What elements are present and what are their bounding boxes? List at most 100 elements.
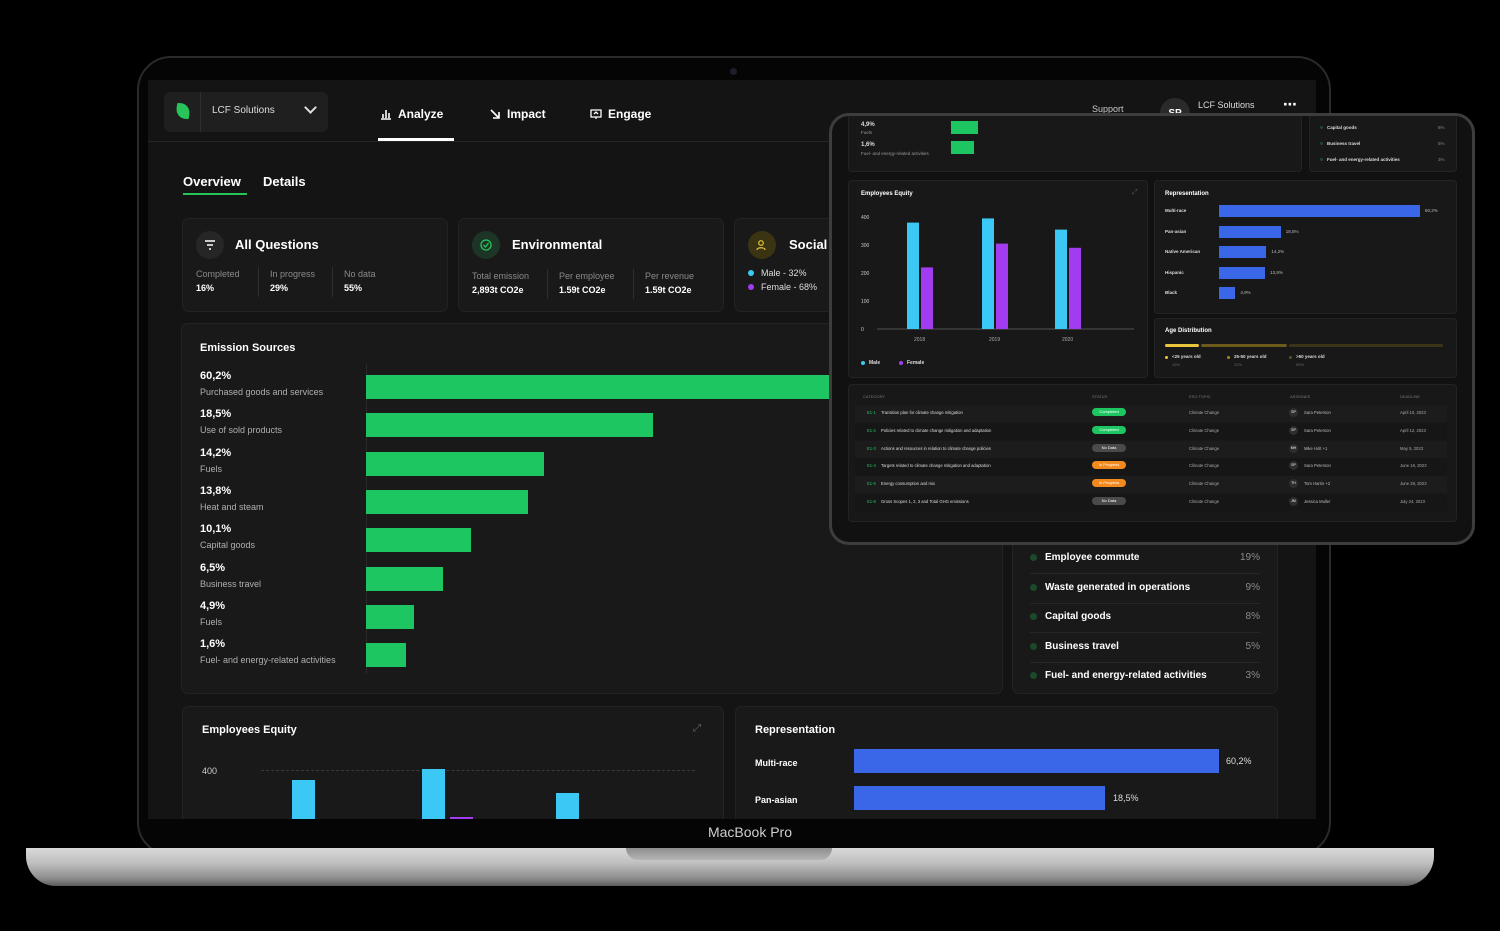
all-questions-card[interactable]: All Questions Completed 16% In progress …: [182, 218, 448, 312]
list-item[interactable]: Capital goods 8%: [1030, 611, 1260, 625]
list-item-pct: 5%: [1438, 141, 1445, 146]
tab-overview[interactable]: Overview: [183, 174, 241, 189]
list-item[interactable]: Business travel 5%: [1030, 641, 1260, 655]
stat-label: Per employee: [559, 271, 615, 281]
row-name: Energy consumption and mix: [881, 481, 935, 487]
row-topic: Climate Change: [1189, 410, 1220, 415]
row-name: Gross Scopes 1, 2, 3 and Total GHG emiss…: [881, 499, 969, 504]
bar-female-2018: [921, 267, 933, 329]
representation-card: Representation Multi-race 60,2% Pan-asia…: [735, 706, 1278, 819]
stat-value: 2,893t CO2e: [472, 285, 524, 295]
expand-icon[interactable]: ⤢: [693, 723, 701, 734]
nav-engage[interactable]: Engage: [590, 107, 651, 121]
table-row[interactable]: [855, 458, 1447, 476]
emission-bar: [366, 451, 544, 476]
more-icon[interactable]: ⋯: [1283, 96, 1297, 112]
row-assignee: Sara Peterson: [1304, 410, 1331, 415]
emission-category-list: [1012, 520, 1278, 694]
nav-impact-label: Impact: [507, 107, 546, 121]
t-pct: 4,9%: [861, 122, 875, 128]
avatar: SP: [1289, 425, 1298, 435]
avatar: MH: [1289, 443, 1298, 453]
avatar: TH: [1289, 479, 1298, 489]
row-name: Transition plan for climate change mitig…: [881, 410, 963, 415]
list-item[interactable]: Waste generated in operations 9%: [1030, 582, 1260, 596]
y-tick: 400: [861, 215, 870, 221]
list-item-pct: 3%: [1438, 157, 1445, 162]
table-header: STATUS: [1092, 394, 1108, 399]
status-dot: [1320, 158, 1323, 161]
stat-value: 55%: [344, 283, 363, 293]
org-selector[interactable]: LCF Solutions: [164, 92, 328, 132]
female-dot: [899, 361, 903, 365]
nav-analyze-label: Analyze: [398, 107, 444, 121]
rep-bar: [1219, 246, 1267, 258]
rep-pct: 18,5%: [1113, 793, 1139, 803]
age-label: <25 years old: [1172, 354, 1201, 359]
age-sub: 19%: [1172, 362, 1181, 367]
filter-icon: [196, 231, 224, 259]
table-row[interactable]: [855, 405, 1447, 422]
emission-pct: 6,5%: [200, 561, 226, 574]
emission-pct: 13,8%: [200, 484, 232, 497]
org-name: LCF Solutions: [212, 105, 275, 116]
table-row[interactable]: [855, 476, 1447, 494]
rep-bar: [1219, 225, 1281, 238]
age-label: 25-50 years old: [1234, 354, 1267, 359]
environmental-card[interactable]: Environmental Total emission 2,893t CO2e…: [458, 218, 724, 312]
row-assignee: Sara Peterson: [1304, 463, 1331, 469]
age-dot: [1165, 356, 1168, 359]
list-item-label: Employee commute: [1045, 552, 1140, 563]
x-tick: 2018: [914, 337, 925, 343]
x-tick: 2019: [989, 337, 1000, 343]
t-label: Fuel- and energy-related activities: [861, 151, 929, 156]
table-row[interactable]: [855, 494, 1447, 511]
divider: [547, 269, 548, 299]
row-name: Targets related to climate change mitiga…: [881, 463, 991, 469]
tab-details[interactable]: Details: [263, 174, 306, 189]
list-item-label: Business travel: [1045, 640, 1119, 652]
tab-active-indicator: [183, 193, 247, 195]
leaf-logo-icon: [174, 103, 192, 119]
bar-chart-icon: [381, 110, 391, 120]
list-item-label: Business travel: [1327, 141, 1361, 146]
stat-label: Per revenue: [645, 271, 695, 281]
gridline: [261, 770, 695, 771]
t-equity-title: Employees Equity: [861, 191, 913, 197]
axis-line: [366, 364, 367, 674]
people-icon: [748, 231, 776, 259]
rep-label: Hispanic: [1165, 269, 1184, 275]
rep-pct: 4,9%: [1240, 290, 1251, 295]
emission-label: Fuel- and energy-related activities: [200, 655, 336, 666]
rep-label: Pan-asian: [1165, 228, 1187, 234]
expand-icon[interactable]: ⤢: [1132, 189, 1138, 196]
y-tick: 0: [861, 327, 864, 333]
avatar: SP: [1289, 461, 1298, 471]
t-rep-title: Representation: [1165, 191, 1209, 197]
nav-analyze[interactable]: Analyze: [380, 107, 443, 121]
row-topic: Climate Change: [1189, 481, 1220, 487]
list-item-label: Capital goods: [1045, 611, 1112, 622]
list-item-pct: 5%: [1245, 640, 1260, 652]
nav-active-indicator: [378, 138, 454, 141]
table-row[interactable]: [855, 422, 1447, 440]
support-link[interactable]: Support: [1092, 104, 1124, 114]
list-item-pct: 8%: [1438, 125, 1445, 130]
list-item[interactable]: Employee commute 19%: [1030, 552, 1260, 566]
tablet-table-card: CATEGORY STATUS ESG TOPIC ASSIGNEE DEADLINE E…: [848, 384, 1457, 522]
emission-pct: 14,2%: [200, 446, 232, 459]
status-dot: [1030, 613, 1037, 620]
nav-engage-label: Engage: [608, 107, 652, 121]
device-label: MacBook Pro: [707, 824, 793, 840]
rep-bar: [854, 749, 1219, 773]
tablet-emission-card: 4,9% Fuels 1,6% Fuel- and energy-related…: [848, 116, 1302, 172]
arrow-down-right-icon: [490, 109, 500, 119]
row-name: Actions and resources in relation to cli…: [881, 445, 991, 451]
table-row[interactable]: [855, 440, 1447, 458]
bar-male-2020: [1055, 229, 1067, 329]
chevron-down-icon[interactable]: [304, 101, 317, 114]
list-item[interactable]: Fuel- and energy-related activities 3%: [1030, 670, 1260, 684]
rep-pct: 14,2%: [1271, 249, 1285, 254]
nav-impact[interactable]: Impact: [489, 107, 546, 121]
table-header: ESG TOPIC: [1189, 394, 1211, 399]
